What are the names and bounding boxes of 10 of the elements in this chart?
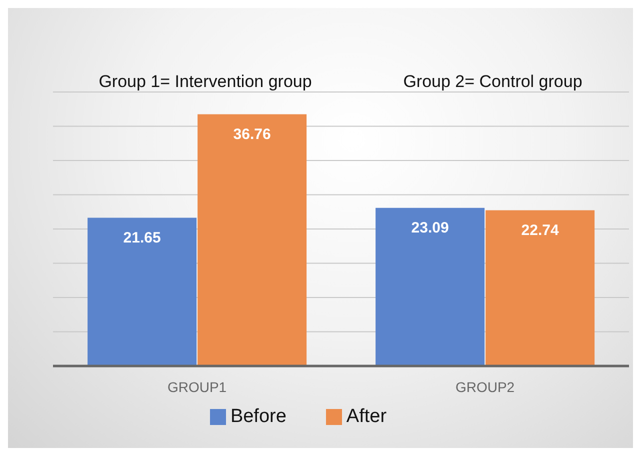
- data-label: 21.65: [123, 229, 161, 246]
- legend-label: After: [346, 406, 387, 427]
- data-label: 23.09: [411, 219, 449, 236]
- x-tick-label: GROUP1: [167, 378, 227, 395]
- data-label: 36.76: [233, 126, 271, 143]
- x-tick-label: GROUP2: [455, 378, 515, 395]
- legend-label: Before: [230, 406, 286, 427]
- text: Group 2= Control group: [403, 72, 582, 92]
- text: Group 1= Intervention group: [98, 72, 312, 92]
- data-label: 22.74: [521, 222, 560, 239]
